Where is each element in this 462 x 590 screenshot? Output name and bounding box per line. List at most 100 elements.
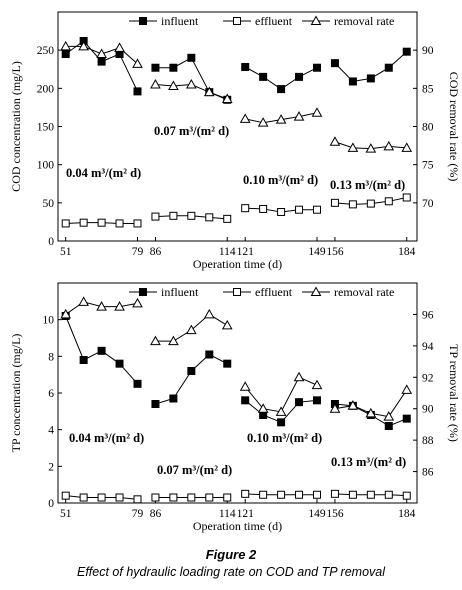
effluent-point xyxy=(97,218,106,227)
legend-marker xyxy=(233,288,241,296)
effluent-point xyxy=(295,490,304,499)
influent-point xyxy=(402,47,411,56)
legend-label: influent xyxy=(161,285,199,299)
x-tick-label: 121 xyxy=(237,246,255,258)
stage-3 xyxy=(239,371,323,499)
removal-rate-point xyxy=(168,80,179,91)
y-tick-label: 200 xyxy=(37,83,55,95)
legend-marker xyxy=(310,286,322,296)
removal-rate-point xyxy=(401,142,413,152)
effluent-point xyxy=(61,491,70,500)
legend-label: removal rate xyxy=(334,14,394,28)
effluent-point xyxy=(79,218,88,227)
removal-rate-point xyxy=(311,379,323,390)
influent-point xyxy=(312,63,321,72)
influent-point xyxy=(187,53,196,62)
influent-point xyxy=(187,367,196,375)
y-tick-label: 6 xyxy=(48,388,54,400)
legend-item: influent xyxy=(129,285,199,299)
effluent-point xyxy=(79,493,88,502)
x-tick-label: 79 xyxy=(132,246,144,258)
y-tick-label: 2 xyxy=(48,461,54,473)
influent-point xyxy=(169,63,178,72)
y-axis-label: COD concentration (mg/L) xyxy=(9,61,23,192)
y-tick-label: 0 xyxy=(48,236,54,248)
removal-rate-point xyxy=(60,40,72,51)
influent-line xyxy=(155,353,228,405)
effluent-point xyxy=(133,219,142,228)
stage-label: 0.10 m³/(m² d) xyxy=(243,173,318,187)
influent-point xyxy=(133,379,142,388)
removal-rate-point xyxy=(132,297,143,308)
effluent-point xyxy=(312,490,321,499)
y-tick-label: 0 xyxy=(48,498,54,510)
effluent-point xyxy=(259,204,268,213)
influent-point xyxy=(295,72,304,81)
removal-rate-point xyxy=(78,296,89,306)
influent-line xyxy=(155,57,228,101)
effluent-point xyxy=(205,213,214,222)
influent-point xyxy=(223,359,232,368)
influent-point xyxy=(133,87,142,96)
effluent-point xyxy=(187,211,196,220)
effluent-point xyxy=(115,493,124,502)
removal-rate-point xyxy=(221,319,233,330)
influent-point xyxy=(259,72,268,81)
removal-rate-point xyxy=(383,411,395,421)
influent-point xyxy=(61,49,70,58)
influent-point xyxy=(205,350,214,359)
legend-item: effluent xyxy=(223,285,293,299)
x-tick-label: 79 xyxy=(132,508,144,520)
removal-rate-point xyxy=(114,301,125,311)
removal-rate-point xyxy=(78,40,89,51)
removal-rate-point xyxy=(203,308,215,319)
effluent-point xyxy=(169,493,178,502)
influent-point xyxy=(348,77,357,86)
influent-point xyxy=(241,62,250,71)
stage-label: 0.10 m³/(m² d) xyxy=(247,431,322,445)
y2-tick-label: 75 xyxy=(422,160,434,172)
removal-rate-point xyxy=(275,114,287,124)
y2-axis-label: COD removal rate (%) xyxy=(447,72,461,182)
influent-point xyxy=(366,74,375,83)
effluent-point xyxy=(259,490,268,499)
legend-label: removal rate xyxy=(334,285,394,299)
removal-rate-point xyxy=(365,407,377,418)
y2-tick-label: 96 xyxy=(422,309,434,321)
effluent-point xyxy=(241,204,250,213)
plot-frame xyxy=(57,11,418,242)
stage-4 xyxy=(329,384,413,500)
influent-point xyxy=(384,63,393,72)
influent-point xyxy=(79,356,88,364)
removal-rate-point xyxy=(221,93,233,104)
legend-item: influent xyxy=(129,14,199,28)
influent-point xyxy=(151,400,160,408)
effluent-point xyxy=(61,219,70,228)
y2-tick-label: 94 xyxy=(422,341,434,353)
removal-rate-point xyxy=(168,335,179,346)
effluent-point xyxy=(312,205,321,214)
effluent-point xyxy=(241,489,250,498)
stage-1 xyxy=(60,296,143,504)
y2-tick-label: 90 xyxy=(422,404,434,416)
legend-marker xyxy=(310,15,322,25)
removal-rate-point xyxy=(275,406,287,416)
effluent-point xyxy=(277,207,286,216)
stage-label: 0.04 m³/(m² d) xyxy=(66,166,141,180)
effluent-point xyxy=(277,490,286,499)
stage-4 xyxy=(329,47,413,209)
removal-rate-point xyxy=(293,111,305,121)
y-tick-label: 250 xyxy=(37,45,55,57)
x-axis-label: Operation time (d) xyxy=(193,519,282,533)
stage-1 xyxy=(60,37,143,228)
x-tick-label: 51 xyxy=(60,508,72,520)
removal-rate-point xyxy=(311,107,323,117)
x-tick-label: 184 xyxy=(398,246,416,258)
effluent-point xyxy=(348,490,357,499)
removal-rate-point xyxy=(132,58,143,68)
influent-point xyxy=(295,398,304,407)
stage-label: 0.04 m³/(m² d) xyxy=(69,431,144,445)
effluent-point xyxy=(402,193,411,202)
effluent-point xyxy=(223,493,232,502)
legend-item: removal rate xyxy=(302,14,394,28)
